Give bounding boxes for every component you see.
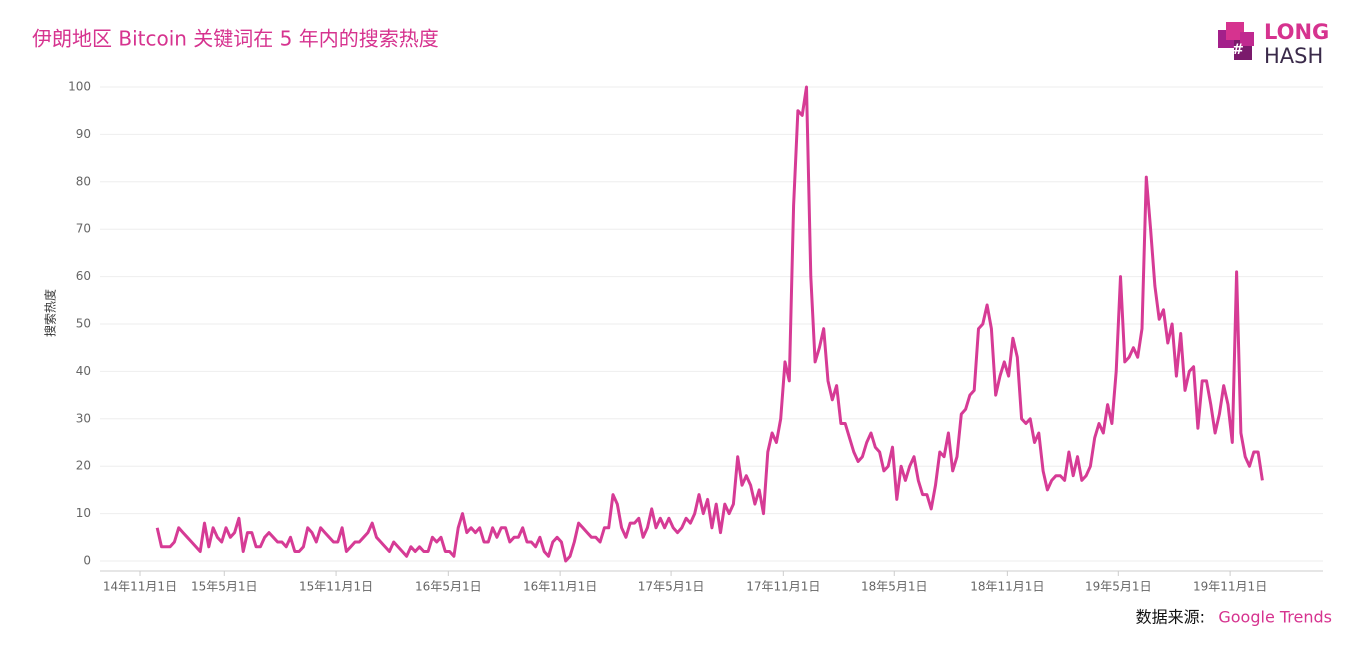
- y-tick-label: 90: [76, 127, 91, 141]
- line: [155, 85, 1264, 563]
- logo-text: LONG: [1264, 20, 1329, 44]
- y-tick-label: 60: [76, 269, 91, 283]
- x-tick-label: 18年5月1日: [861, 580, 928, 594]
- x-tick-label: 18年11月1日: [970, 580, 1044, 594]
- logo-block: [1226, 22, 1244, 40]
- x-tick-label: 15年11月1日: [299, 580, 373, 594]
- y-axis-label: 搜索热度: [43, 289, 58, 337]
- y-tick-label: 20: [76, 459, 91, 473]
- logo-text: HASH: [1264, 44, 1323, 68]
- logo: # LONG HASH: [1218, 20, 1329, 68]
- y-tick-label: 100: [68, 80, 91, 94]
- y-tick-label: 50: [76, 317, 91, 331]
- x-tick-label: 19年5月1日: [1085, 580, 1152, 594]
- x-tick-label: 17年5月1日: [638, 580, 705, 594]
- x-tick-label: 16年5月1日: [415, 580, 482, 594]
- source-label: 数据来源:: [1136, 608, 1205, 627]
- y-tick-label: 30: [76, 411, 91, 425]
- chart-title: 伊朗地区 Bitcoin 关键词在 5 年内的搜索热度: [32, 27, 439, 51]
- x-tick-label: 17年11月1日: [746, 580, 820, 594]
- logo-hash: #: [1232, 42, 1244, 58]
- source-name: Google Trends: [1218, 608, 1332, 627]
- x-tick-label: 19年11月1日: [1193, 580, 1267, 594]
- y-tick-label: 40: [76, 364, 91, 378]
- y-tick-label: 0: [83, 554, 91, 568]
- y-tick-label: 70: [76, 222, 91, 236]
- x-tick-label: 14年11月1日: [103, 580, 177, 594]
- x-tick-label: 15年5月1日: [191, 580, 258, 594]
- y-tick-label: 10: [76, 506, 91, 520]
- logo-block: [1240, 32, 1254, 46]
- x-tick-label: 16年11月1日: [523, 580, 597, 594]
- y-tick-label: 80: [76, 174, 91, 188]
